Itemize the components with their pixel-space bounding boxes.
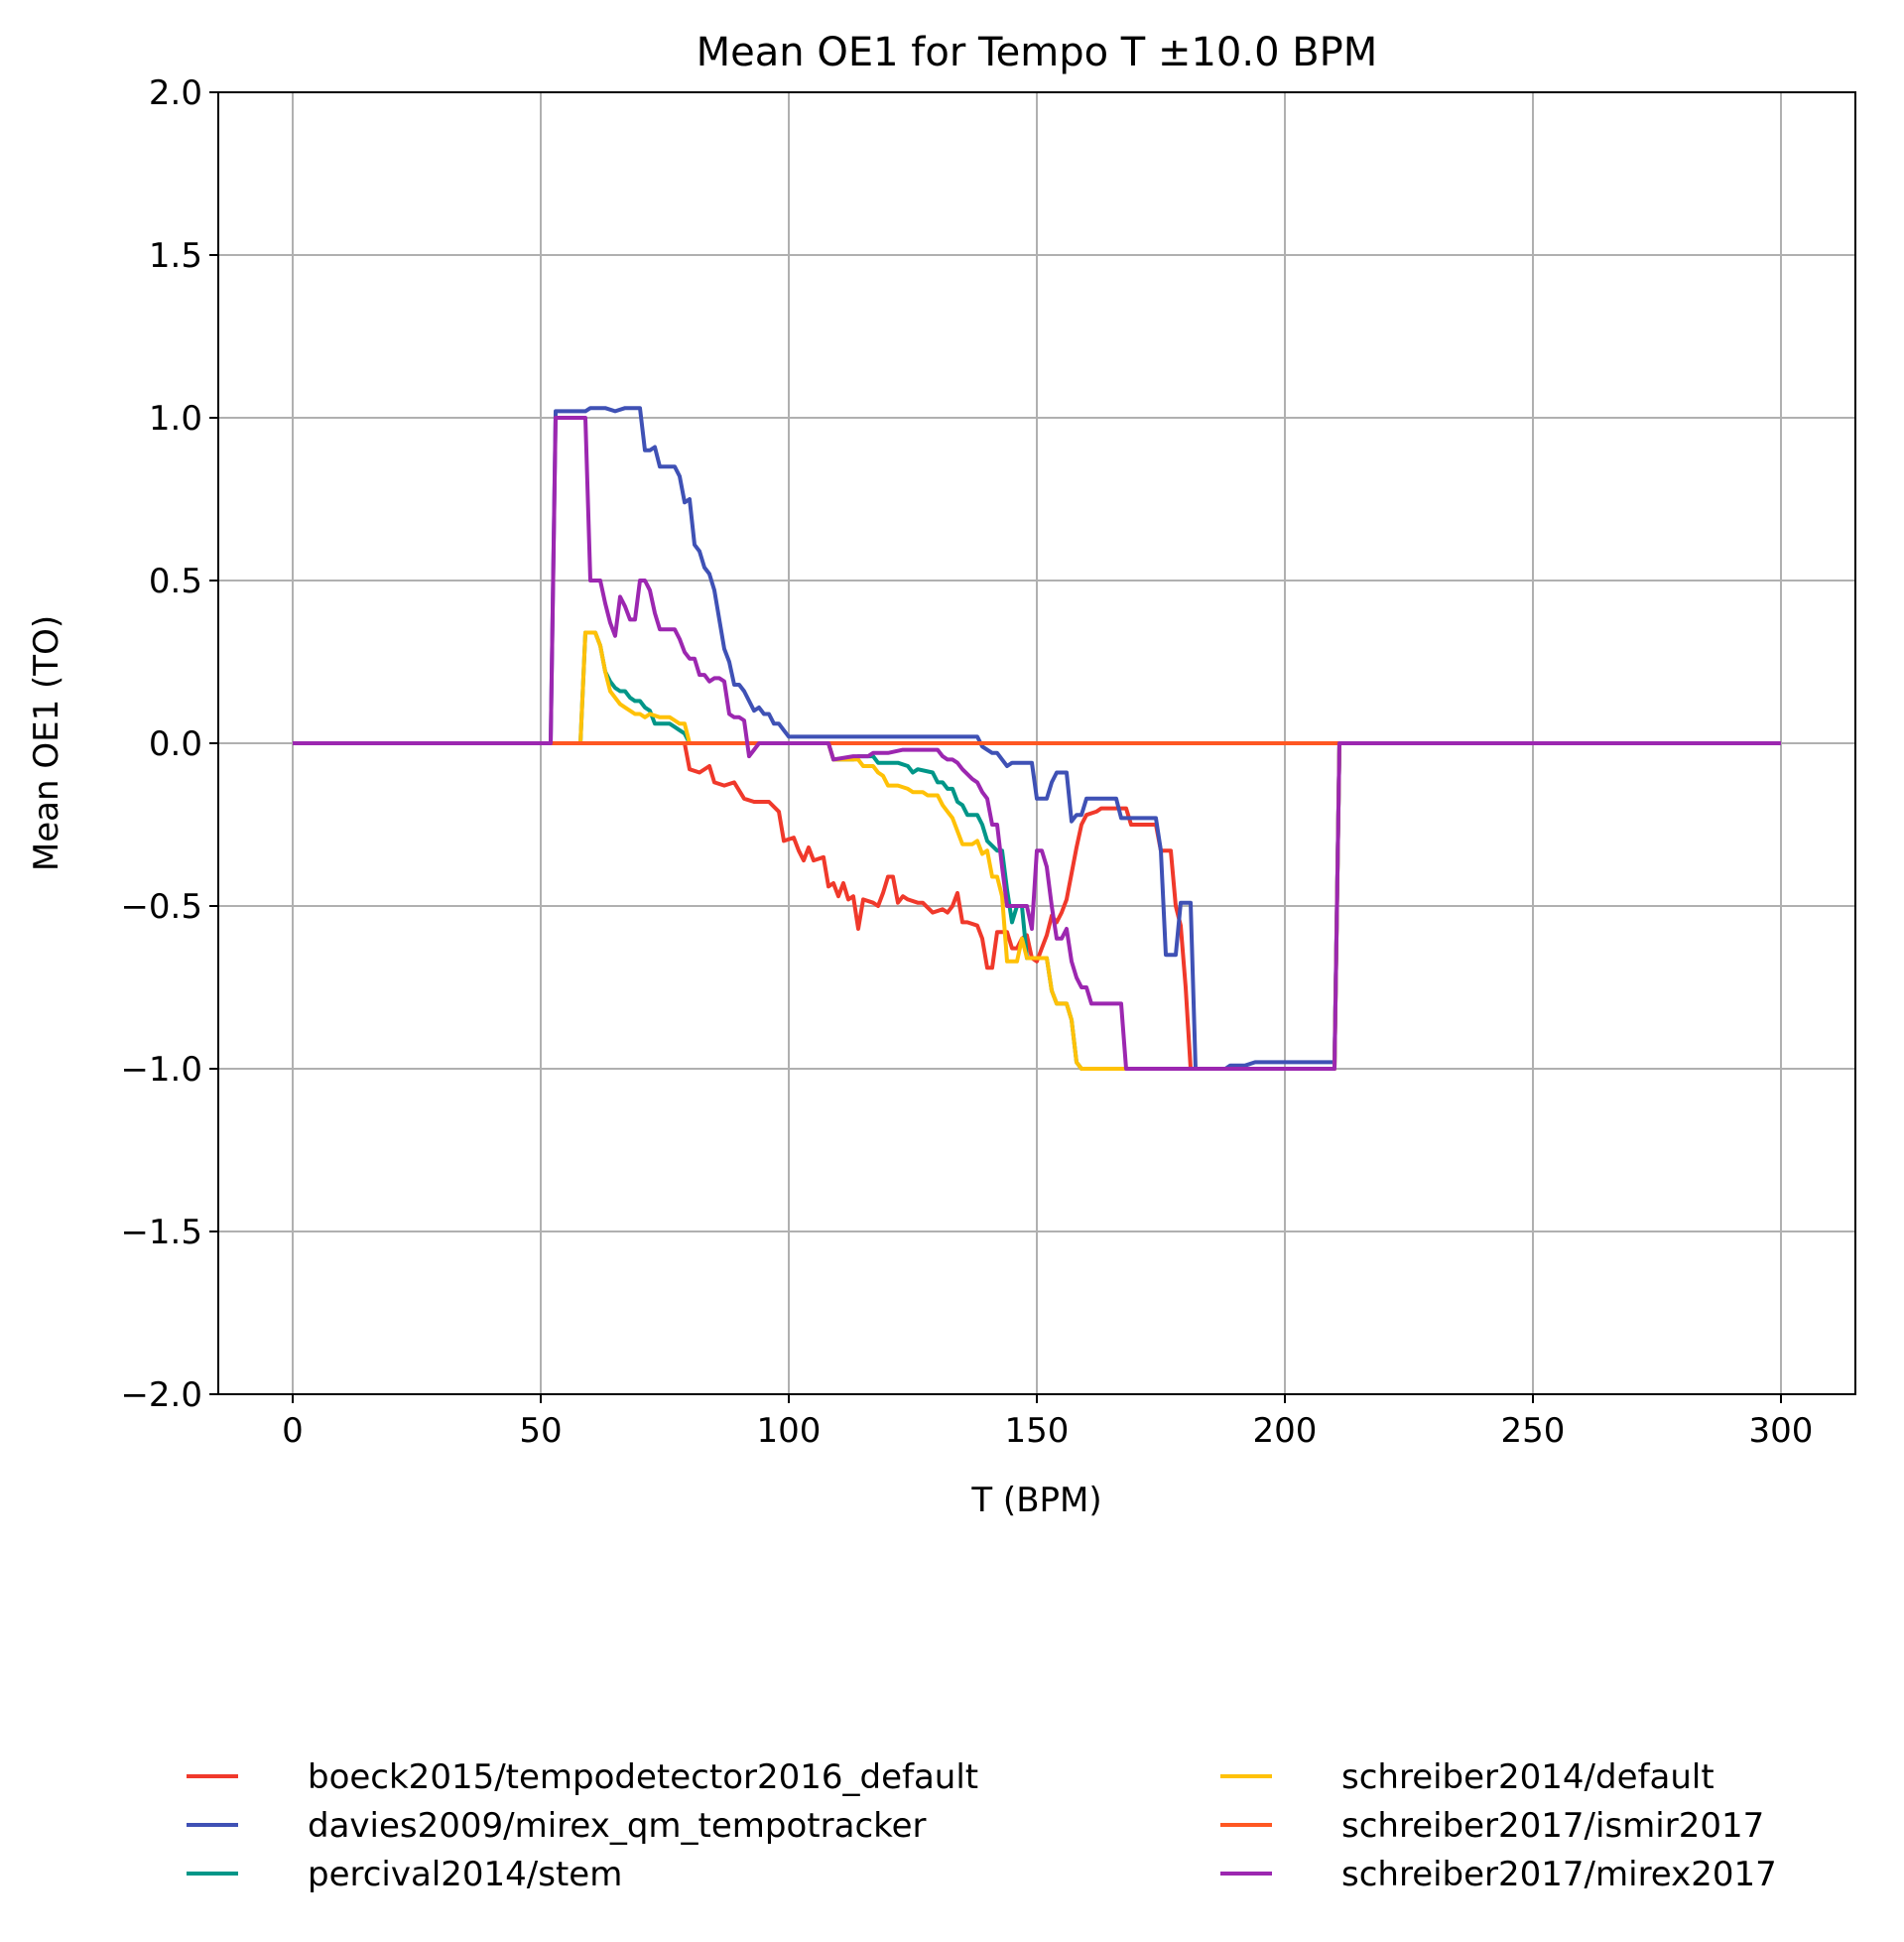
legend: boeck2015/tempodetector2016_defaultdavie… xyxy=(187,1757,1777,1894)
legend-label: davies2009/mirex_qm_tempotracker xyxy=(308,1806,927,1846)
legend-label: boeck2015/tempodetector2016_default xyxy=(308,1757,978,1797)
series-lines xyxy=(293,406,1781,1071)
series-line-0 xyxy=(293,741,1781,1071)
legend-item: boeck2015/tempodetector2016_default xyxy=(187,1757,978,1797)
chart-title: Mean OE1 for Tempo T ±10.0 BPM xyxy=(697,30,1378,75)
series-line-3 xyxy=(293,630,1781,1071)
x-axis-ticks: 0 50 100 150 200 250 300 xyxy=(282,1394,1813,1451)
x-tick-label: 250 xyxy=(1501,1411,1566,1451)
legend-item: davies2009/mirex_qm_tempotracker xyxy=(187,1806,927,1846)
y-axis-label: Mean OE1 (TO) xyxy=(27,615,66,871)
y-tick-label: −2.0 xyxy=(120,1375,202,1415)
y-axis-ticks: −2.0 −1.5 −1.0 −0.5 0.0 0.5 1.0 1.5 2.0 xyxy=(120,73,218,1415)
x-axis-label: T (BPM) xyxy=(970,1481,1101,1520)
y-tick-label: 0.0 xyxy=(149,724,202,764)
legend-label: schreiber2017/mirex2017 xyxy=(1341,1855,1777,1894)
y-tick-label: 0.5 xyxy=(149,562,202,601)
x-tick-label: 200 xyxy=(1253,1411,1318,1451)
y-tick-label: 1.5 xyxy=(149,236,202,276)
y-tick-label: −1.0 xyxy=(120,1050,202,1090)
series-line-1 xyxy=(293,406,1781,1071)
y-tick-label: 1.0 xyxy=(149,399,202,439)
legend-item: schreiber2017/mirex2017 xyxy=(1220,1855,1777,1894)
legend-label: schreiber2014/default xyxy=(1341,1757,1714,1797)
legend-item: schreiber2017/ismir2017 xyxy=(1220,1806,1764,1846)
x-tick-label: 300 xyxy=(1749,1411,1814,1451)
x-tick-label: 0 xyxy=(282,1411,304,1451)
x-tick-label: 50 xyxy=(519,1411,562,1451)
legend-label: schreiber2017/ismir2017 xyxy=(1341,1806,1764,1846)
y-tick-label: −1.5 xyxy=(120,1213,202,1252)
legend-label: percival2014/stem xyxy=(308,1855,622,1894)
x-tick-label: 100 xyxy=(757,1411,822,1451)
series-line-5 xyxy=(293,416,1781,1071)
y-tick-label: −0.5 xyxy=(120,887,202,927)
legend-item: percival2014/stem xyxy=(187,1855,622,1894)
x-tick-label: 150 xyxy=(1005,1411,1070,1451)
legend-item: schreiber2014/default xyxy=(1220,1757,1714,1797)
y-tick-label: 2.0 xyxy=(149,73,202,113)
